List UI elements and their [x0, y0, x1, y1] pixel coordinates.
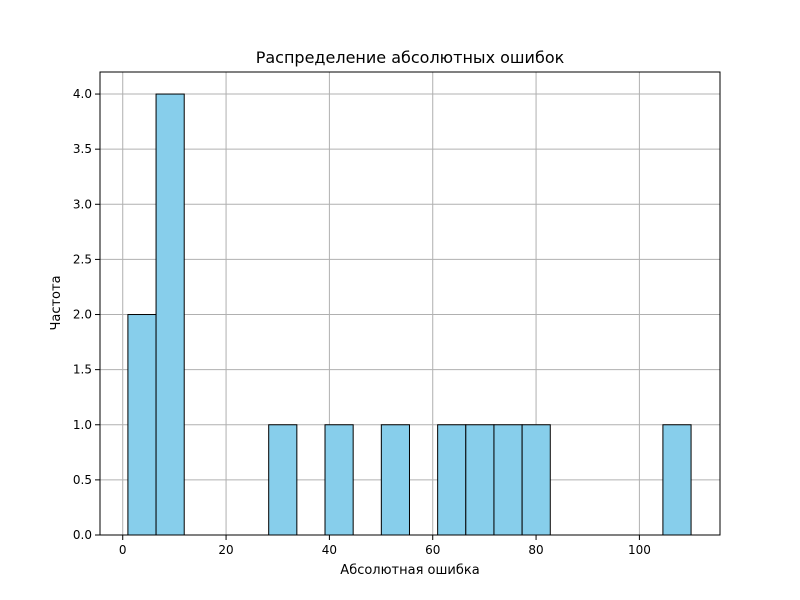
y-tick-label: 1.5	[73, 363, 92, 377]
y-axis-ticks: 0.0 0.5 1.0 1.5 2.0 2.5 3.0 3.5 4.0	[73, 87, 100, 542]
y-tick-label: 0.0	[73, 528, 92, 542]
histogram-bar	[493, 424, 523, 536]
grid-lines	[100, 72, 720, 536]
x-tick-label: 40	[322, 543, 337, 557]
y-tick-label: 2.5	[73, 252, 92, 266]
x-tick-label: 20	[218, 543, 233, 557]
histogram-bar	[268, 424, 298, 536]
x-tick-label: 60	[425, 543, 440, 557]
y-tick-label: 1.0	[73, 418, 92, 432]
bars-group	[127, 93, 692, 536]
plot-frame	[99, 71, 721, 536]
y-tick-label: 4.0	[73, 87, 92, 101]
histogram-bar	[127, 314, 157, 536]
histogram-bar	[324, 424, 354, 536]
y-axis-label: Частота	[49, 275, 64, 330]
y-tick-label: 2.0	[73, 308, 92, 322]
y-tick-label: 0.5	[73, 473, 92, 487]
histogram-bar	[437, 424, 467, 536]
y-tick-label: 3.5	[73, 142, 92, 156]
histogram-bar	[380, 424, 410, 536]
y-tick-label: 3.0	[73, 197, 92, 211]
x-axis-ticks: 0 20 40 60 80 100	[119, 535, 651, 557]
histogram-bar	[465, 424, 495, 536]
x-tick-label: 80	[528, 543, 543, 557]
histogram-bar	[662, 424, 692, 536]
histogram-bar	[155, 93, 185, 536]
x-tick-label: 0	[119, 543, 127, 557]
chart-title: Распределение абсолютных ошибок	[256, 48, 565, 67]
x-axis-label: Абсолютная ошибка	[340, 563, 479, 578]
histogram-bar	[521, 424, 551, 536]
x-tick-label: 100	[628, 543, 651, 557]
